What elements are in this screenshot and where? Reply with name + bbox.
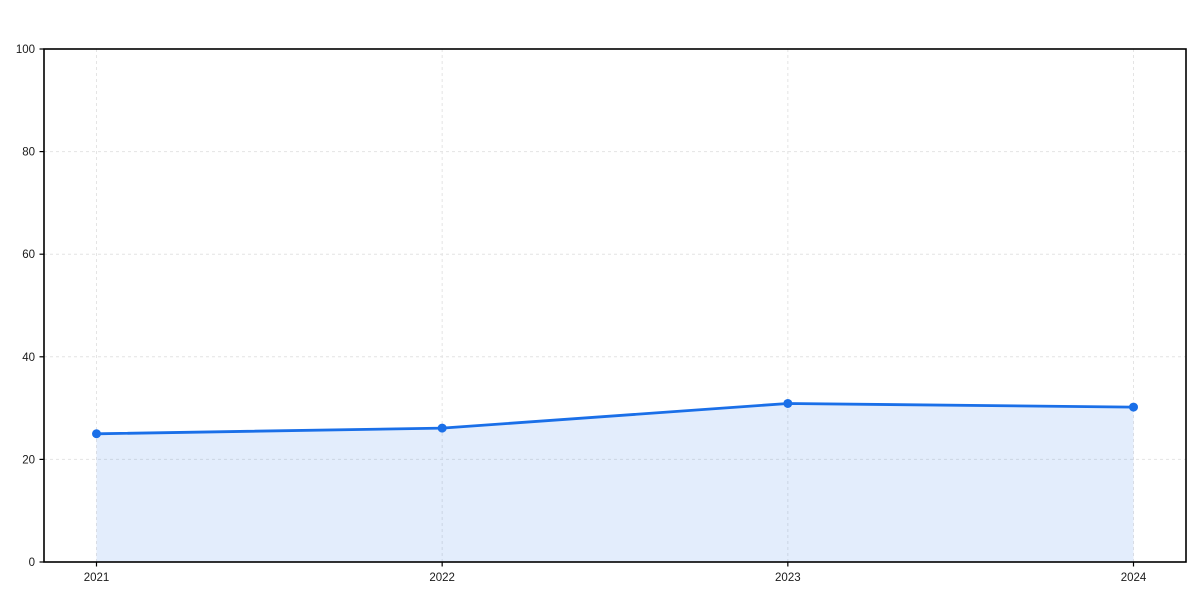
y-tick-label: 0: [29, 557, 35, 569]
x-tick-label: 2022: [429, 572, 455, 584]
area-fill: [96, 403, 1134, 562]
data-point-marker: [437, 423, 447, 433]
y-tick-label: 40: [22, 352, 35, 364]
x-tick-label: 2021: [84, 572, 110, 584]
y-tick-label: 60: [22, 249, 35, 261]
y-tick-label: 80: [22, 147, 35, 159]
trend-line: [95, 402, 1135, 436]
y-tick-label: 20: [22, 454, 35, 466]
x-tick-label: 2024: [1121, 572, 1147, 584]
data-point-marker: [783, 398, 793, 408]
data-point-marker: [92, 429, 101, 439]
data-point-marker: [1129, 402, 1138, 412]
plot-frame: [43, 48, 1187, 563]
x-tick-label: 2023: [775, 572, 801, 584]
y-tick-label: 100: [16, 44, 35, 56]
